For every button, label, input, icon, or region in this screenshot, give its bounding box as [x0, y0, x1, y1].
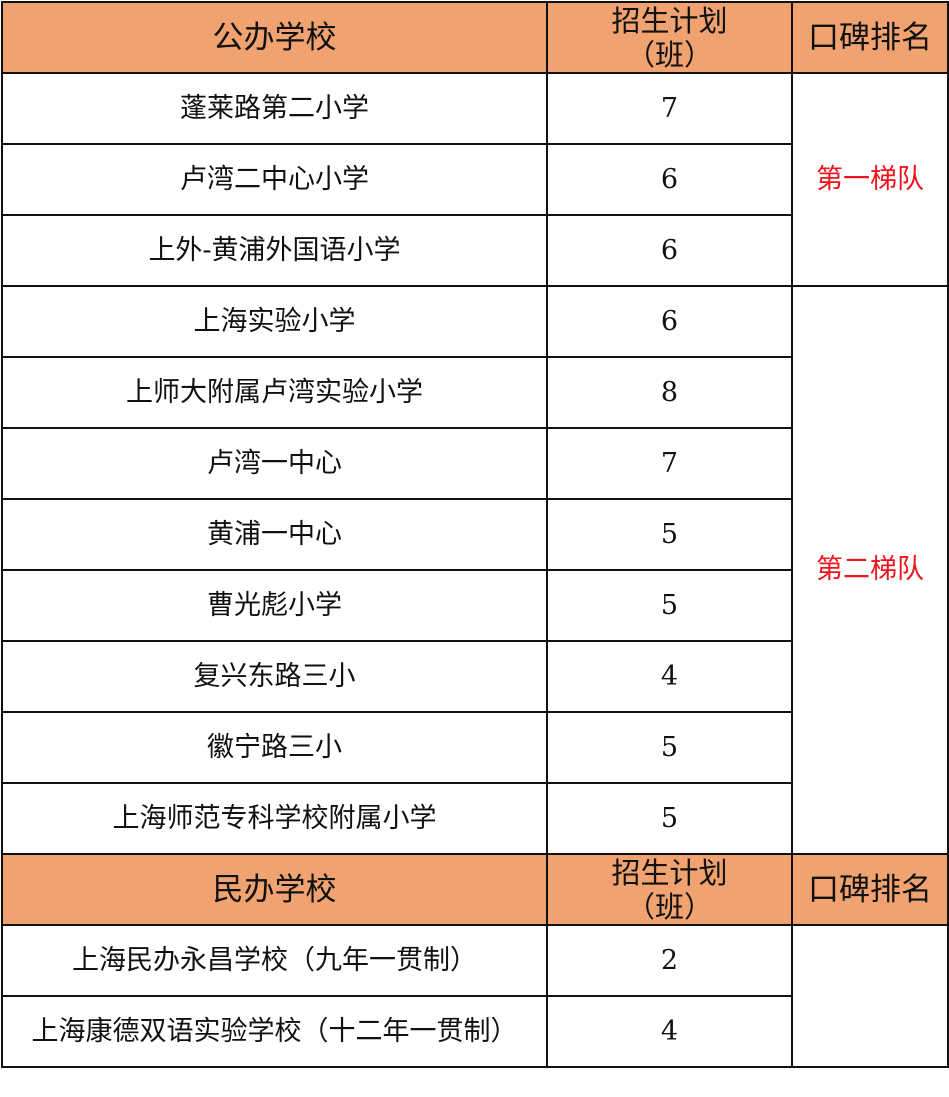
table-row: 徽宁路三小 5	[1, 711, 948, 784]
class-count: 8	[546, 356, 793, 429]
header-enrollment-plan: 招生计划 （班）	[546, 853, 793, 926]
class-count: 6	[546, 214, 793, 287]
class-count: 4	[546, 640, 793, 713]
table-row: 上外-黄浦外国语小学 6	[1, 214, 948, 287]
school-name: 上师大附属卢湾实验小学	[1, 356, 548, 429]
table-row: 上海康德双语实验学校（十二年一贯制） 4	[1, 995, 948, 1068]
class-count: 5	[546, 569, 793, 642]
class-count: 7	[546, 427, 793, 500]
header-enrollment-plan-line1: 招生计划	[611, 855, 728, 890]
header-enrollment-plan-line1: 招生计划	[611, 3, 728, 38]
class-count: 4	[546, 995, 793, 1068]
table-row: 曹光彪小学 5	[1, 569, 948, 642]
header-enrollment-plan-line2: （班）	[625, 37, 713, 72]
school-name: 卢湾一中心	[1, 427, 548, 500]
table-row: 上海实验小学 6 第二梯队	[1, 285, 949, 855]
table-row: 复兴东路三小 4	[1, 640, 948, 713]
school-name: 上海师范专科学校附属小学	[1, 782, 548, 855]
table-row: 上海师范专科学校附属小学 5	[1, 782, 948, 855]
school-name: 上海民办永昌学校（九年一贯制）	[1, 924, 548, 997]
school-name: 上海康德双语实验学校（十二年一贯制）	[1, 995, 548, 1068]
tier-label-empty	[791, 924, 949, 1068]
class-count: 5	[546, 782, 793, 855]
school-name: 黄浦一中心	[1, 498, 548, 571]
tier-label: 第一梯队	[791, 72, 949, 287]
class-count: 5	[546, 711, 793, 784]
class-count: 5	[546, 498, 793, 571]
school-name: 曹光彪小学	[1, 569, 548, 642]
private-header-row: 民办学校 招生计划 （班） 口碑排名	[1, 853, 949, 926]
school-name: 徽宁路三小	[1, 711, 548, 784]
table-row: 卢湾一中心 7	[1, 427, 948, 500]
header-enrollment-plan-line2: （班）	[625, 889, 713, 924]
school-name: 卢湾二中心小学	[1, 143, 548, 216]
header-reputation-rank: 口碑排名	[791, 853, 949, 926]
class-count: 6	[546, 143, 793, 216]
school-name: 复兴东路三小	[1, 640, 548, 713]
header-private-school: 民办学校	[1, 853, 548, 926]
table-row: 黄浦一中心 5	[1, 498, 948, 571]
tier-label: 第二梯队	[791, 285, 949, 855]
table-row: 上海民办永昌学校（九年一贯制） 2	[1, 924, 949, 1068]
public-header-row: 公办学校 招生计划 （班） 口碑排名	[1, 1, 949, 74]
class-count: 2	[546, 924, 793, 997]
table-row: 蓬莱路第二小学 7 第一梯队	[1, 72, 949, 287]
class-count: 7	[546, 72, 793, 145]
class-count: 6	[546, 285, 793, 358]
school-name: 上外-黄浦外国语小学	[1, 214, 548, 287]
school-enrollment-table: 公办学校 招生计划 （班） 口碑排名 蓬莱路第二小学 7 第一梯队 卢湾二中心小学…	[1, 1, 949, 1068]
header-reputation-rank: 口碑排名	[791, 1, 949, 74]
header-enrollment-plan: 招生计划 （班）	[546, 1, 793, 74]
table-row: 卢湾二中心小学 6	[1, 143, 948, 216]
school-name: 上海实验小学	[1, 285, 548, 358]
school-name: 蓬莱路第二小学	[1, 72, 548, 145]
header-public-school: 公办学校	[1, 1, 548, 74]
table-row: 上师大附属卢湾实验小学 8	[1, 356, 948, 429]
